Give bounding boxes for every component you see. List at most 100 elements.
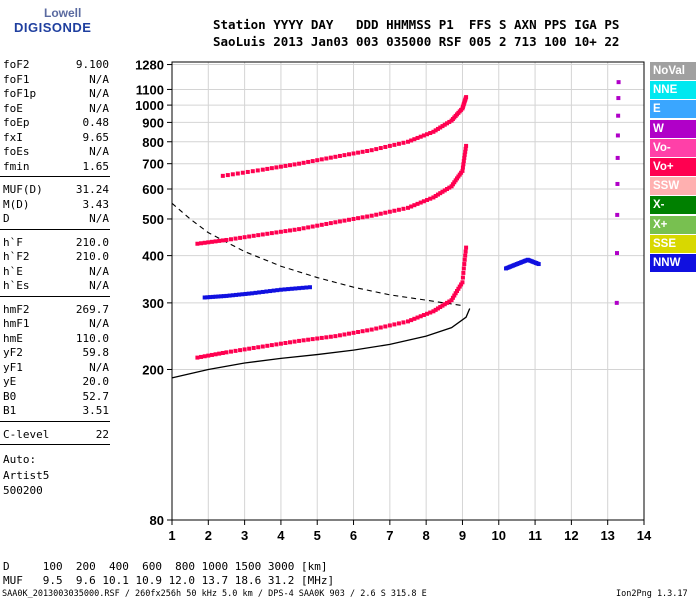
echo-point <box>356 216 361 221</box>
echo-point <box>365 214 370 219</box>
echo-point <box>418 134 423 139</box>
legend-item-x-: X- <box>650 196 696 215</box>
echo-point <box>288 163 292 168</box>
echo-point <box>435 126 440 131</box>
echo-point <box>213 294 218 299</box>
x-tick-label: 10 <box>492 528 506 543</box>
echo-point <box>269 343 274 348</box>
echo-point <box>265 231 270 236</box>
echo-point <box>238 348 243 353</box>
echo-point <box>292 162 297 167</box>
param-value: 3.51 <box>82 404 110 417</box>
echo-point <box>304 285 309 290</box>
echo-point <box>216 294 221 299</box>
echo-point <box>351 151 356 156</box>
echo-point <box>440 303 445 308</box>
echo-point <box>235 171 240 176</box>
param-name: hmE <box>3 331 23 345</box>
echo-point <box>251 233 256 238</box>
echo-point <box>257 290 262 295</box>
echo-point <box>406 139 410 144</box>
param-value: 52.7 <box>82 389 110 403</box>
y-tick-label: 300 <box>142 296 164 311</box>
x-tick-label: 14 <box>637 528 652 543</box>
param-value: N/A <box>89 101 109 115</box>
echo-point <box>347 331 351 336</box>
param-value: 0.48 <box>82 116 110 129</box>
echo-point <box>220 350 225 355</box>
echo-point <box>396 321 401 326</box>
echo-point <box>425 132 430 137</box>
echo-point <box>238 235 243 240</box>
legend-item-sse: SSE <box>650 234 696 253</box>
echo-point <box>271 288 276 293</box>
param-value: 210.0 <box>75 235 109 249</box>
echo-point <box>306 159 311 164</box>
param-row: foF1p N/A <box>3 87 109 101</box>
echo-point <box>351 330 356 335</box>
echo-point <box>356 330 361 335</box>
trace-spread-echoes <box>504 257 541 271</box>
echo-point <box>289 286 294 291</box>
param-row: yF1 N/A <box>3 361 109 375</box>
param-name: fmin <box>3 159 30 173</box>
trace-3rd-hop-o <box>220 95 469 178</box>
echo-point <box>297 286 302 291</box>
echo-point <box>365 328 370 333</box>
echo-point <box>328 221 333 226</box>
legend-item-nnw: NNW <box>650 254 696 272</box>
param-row: foEs N/A <box>3 145 109 159</box>
echo-point <box>337 153 342 158</box>
param-row: fmin 1.65 <box>3 160 109 174</box>
echo-point <box>409 204 414 209</box>
echo-point <box>453 291 458 296</box>
echo-point <box>328 155 333 160</box>
trace-1st-hop-x <box>202 285 312 300</box>
echo-point <box>433 128 438 133</box>
echo-point <box>240 292 245 297</box>
echo-point <box>206 353 211 358</box>
echo-point <box>265 343 270 348</box>
param-name: h`E <box>3 264 23 278</box>
echo-point <box>269 166 274 171</box>
echo-point <box>221 294 226 299</box>
param-separator <box>0 176 110 177</box>
echo-point <box>438 305 443 310</box>
param-value: 9.100 <box>75 58 109 71</box>
echo-point <box>342 153 347 158</box>
echo-point <box>293 286 298 291</box>
echo-point <box>435 306 440 311</box>
muf-table-distance: D 100 200 400 600 800 1000 1500 3000 [km… <box>3 560 328 573</box>
logo-digisonde: DIGISONDE <box>14 20 92 35</box>
param-separator <box>0 295 110 297</box>
param-name: fxI <box>3 130 23 144</box>
echo-point <box>378 211 383 216</box>
echo-point <box>615 212 620 217</box>
echo-point <box>342 332 347 337</box>
echo-point <box>387 209 392 214</box>
echo-point <box>274 230 279 235</box>
echo-point <box>202 354 207 359</box>
echo-point <box>369 327 374 332</box>
legend-item-nne: NNE <box>650 81 696 100</box>
echo-point <box>310 337 315 342</box>
echo-point <box>310 159 315 164</box>
echo-point <box>392 142 397 147</box>
echo-point <box>445 187 450 192</box>
echo-point <box>464 95 469 100</box>
echo-point <box>210 294 215 299</box>
echo-point <box>392 208 397 213</box>
muf-table-muf: MUF 9.5 9.6 10.1 10.9 12.0 13.7 18.6 31.… <box>3 574 335 587</box>
param-row: hmE 110.0 <box>3 332 109 346</box>
logo-lowell: Lowell <box>44 6 82 20</box>
echo-point <box>460 168 465 173</box>
echo-point <box>461 270 466 275</box>
echo-point <box>433 194 438 199</box>
echo-point <box>616 80 621 85</box>
echo-point <box>265 166 270 171</box>
echo-point <box>374 212 379 217</box>
echo-point <box>428 131 433 136</box>
echo-point <box>452 293 457 298</box>
echo-point <box>421 313 426 318</box>
param-row: B0 52.7 <box>3 390 109 404</box>
